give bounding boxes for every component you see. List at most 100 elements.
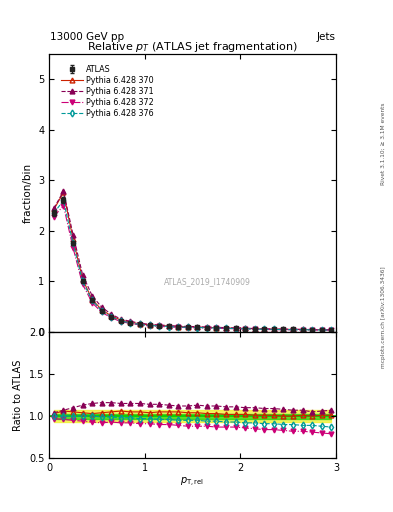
- Pythia 6.428 370: [329, 327, 334, 333]
- Pythia 6.428 371: [320, 327, 324, 333]
- Text: Rivet 3.1.10; ≥ 3.1M events: Rivet 3.1.10; ≥ 3.1M events: [381, 102, 386, 185]
- Pythia 6.428 370: [90, 296, 95, 303]
- Pythia 6.428 376: [310, 327, 314, 333]
- Pythia 6.428 376: [281, 327, 286, 333]
- Y-axis label: Ratio to ATLAS: Ratio to ATLAS: [13, 359, 23, 431]
- Legend: ATLAS, Pythia 6.428 370, Pythia 6.428 371, Pythia 6.428 372, Pythia 6.428 376: ATLAS, Pythia 6.428 370, Pythia 6.428 37…: [59, 63, 156, 120]
- X-axis label: $p_{\rm T,rel}$: $p_{\rm T,rel}$: [180, 476, 205, 489]
- Pythia 6.428 371: [119, 316, 123, 322]
- Pythia 6.428 370: [157, 323, 162, 329]
- Pythia 6.428 370: [204, 324, 209, 330]
- Pythia 6.428 370: [119, 317, 123, 323]
- Pythia 6.428 371: [281, 326, 286, 332]
- Pythia 6.428 372: [128, 321, 133, 327]
- Text: mcplots.cern.ch [arXiv:1306.3436]: mcplots.cern.ch [arXiv:1306.3436]: [381, 267, 386, 368]
- Pythia 6.428 371: [214, 324, 219, 330]
- Pythia 6.428 376: [119, 318, 123, 324]
- Pythia 6.428 372: [291, 327, 296, 333]
- Pythia 6.428 376: [176, 324, 181, 330]
- Pythia 6.428 372: [185, 325, 190, 331]
- Pythia 6.428 376: [272, 326, 276, 332]
- Pythia 6.428 370: [71, 236, 75, 242]
- Pythia 6.428 371: [61, 188, 66, 194]
- Pythia 6.428 376: [320, 327, 324, 333]
- Pythia 6.428 376: [61, 197, 66, 203]
- Pythia 6.428 376: [262, 326, 267, 332]
- Pythia 6.428 376: [243, 326, 248, 332]
- Pythia 6.428 376: [166, 324, 171, 330]
- Title: Relative $p_{T}$ (ATLAS jet fragmentation): Relative $p_{T}$ (ATLAS jet fragmentatio…: [87, 39, 298, 54]
- Pythia 6.428 376: [90, 297, 95, 304]
- Pythia 6.428 376: [51, 210, 56, 216]
- Pythia 6.428 371: [147, 321, 152, 327]
- Line: Pythia 6.428 376: Pythia 6.428 376: [51, 198, 334, 332]
- Pythia 6.428 372: [138, 322, 142, 328]
- Pythia 6.428 376: [138, 322, 142, 328]
- Pythia 6.428 376: [80, 278, 85, 284]
- Line: Pythia 6.428 370: Pythia 6.428 370: [51, 190, 334, 332]
- Pythia 6.428 372: [262, 327, 267, 333]
- Pythia 6.428 376: [233, 326, 238, 332]
- Pythia 6.428 376: [204, 325, 209, 331]
- Pythia 6.428 370: [61, 189, 66, 196]
- Pythia 6.428 372: [147, 323, 152, 329]
- Pythia 6.428 371: [204, 324, 209, 330]
- Pythia 6.428 371: [166, 323, 171, 329]
- Pythia 6.428 370: [166, 323, 171, 329]
- Pythia 6.428 370: [233, 325, 238, 331]
- Pythia 6.428 370: [99, 307, 104, 313]
- Pythia 6.428 376: [99, 308, 104, 314]
- Pythia 6.428 371: [185, 324, 190, 330]
- Pythia 6.428 371: [291, 326, 296, 332]
- Pythia 6.428 372: [195, 325, 200, 331]
- Pythia 6.428 371: [138, 320, 142, 326]
- Pythia 6.428 376: [71, 240, 75, 246]
- Pythia 6.428 370: [310, 327, 314, 333]
- Pythia 6.428 376: [157, 323, 162, 329]
- Y-axis label: fraction/bin: fraction/bin: [22, 163, 33, 223]
- Pythia 6.428 371: [224, 325, 228, 331]
- Pythia 6.428 372: [90, 300, 95, 306]
- Pythia 6.428 372: [71, 245, 75, 251]
- Pythia 6.428 370: [80, 276, 85, 282]
- Pythia 6.428 370: [262, 326, 267, 332]
- Pythia 6.428 372: [281, 327, 286, 333]
- Pythia 6.428 370: [185, 324, 190, 330]
- Pythia 6.428 371: [272, 326, 276, 332]
- Pythia 6.428 370: [281, 326, 286, 332]
- Pythia 6.428 371: [51, 205, 56, 211]
- Pythia 6.428 371: [310, 327, 314, 333]
- Pythia 6.428 371: [157, 322, 162, 328]
- Pythia 6.428 371: [252, 326, 257, 332]
- Pythia 6.428 371: [109, 311, 114, 317]
- Text: 13000 GeV pp: 13000 GeV pp: [50, 32, 124, 42]
- Pythia 6.428 370: [176, 324, 181, 330]
- Pythia 6.428 372: [320, 327, 324, 333]
- Pythia 6.428 372: [51, 214, 56, 220]
- Pythia 6.428 371: [262, 326, 267, 332]
- Pythia 6.428 371: [80, 272, 85, 278]
- Line: Pythia 6.428 372: Pythia 6.428 372: [51, 203, 334, 333]
- Pythia 6.428 372: [166, 324, 171, 330]
- Pythia 6.428 376: [252, 326, 257, 332]
- Pythia 6.428 372: [109, 315, 114, 321]
- Pythia 6.428 376: [195, 325, 200, 331]
- Pythia 6.428 370: [138, 321, 142, 327]
- Pythia 6.428 371: [195, 324, 200, 330]
- Pythia 6.428 372: [157, 323, 162, 329]
- Pythia 6.428 372: [80, 281, 85, 287]
- Pythia 6.428 371: [233, 325, 238, 331]
- Pythia 6.428 372: [300, 327, 305, 333]
- Pythia 6.428 371: [128, 318, 133, 325]
- Pythia 6.428 376: [109, 314, 114, 320]
- Pythia 6.428 372: [204, 325, 209, 331]
- Pythia 6.428 376: [185, 324, 190, 330]
- Pythia 6.428 376: [329, 327, 334, 333]
- Pythia 6.428 371: [90, 293, 95, 299]
- Pythia 6.428 372: [119, 318, 123, 325]
- Pythia 6.428 370: [195, 324, 200, 330]
- Pythia 6.428 372: [252, 326, 257, 332]
- Text: Jets: Jets: [317, 32, 336, 42]
- Pythia 6.428 372: [99, 309, 104, 315]
- Pythia 6.428 372: [233, 326, 238, 332]
